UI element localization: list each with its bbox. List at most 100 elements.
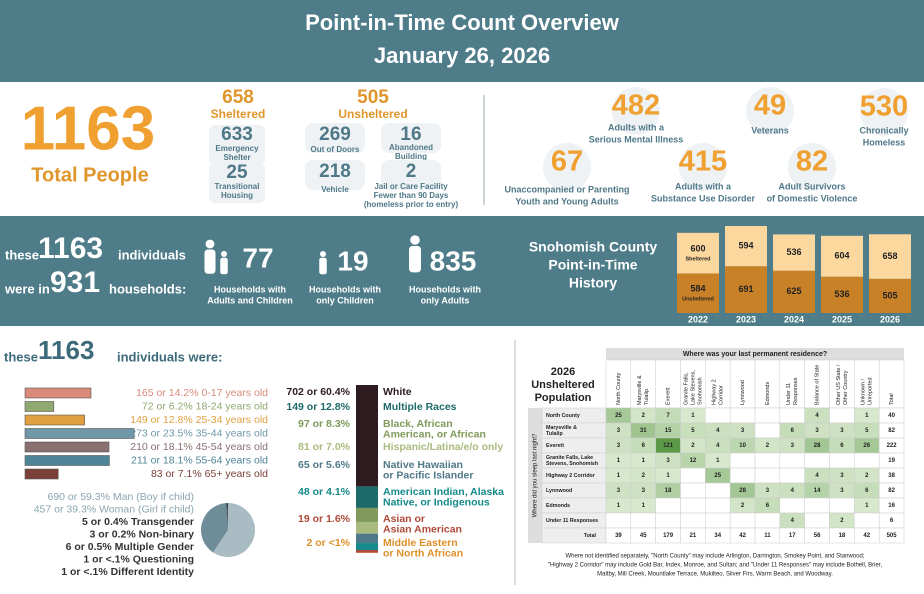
row-header: Where did you sleep last night? bbox=[533, 433, 539, 517]
caption: Vehicle bbox=[321, 185, 349, 194]
column-label: Responses bbox=[793, 377, 799, 405]
race-name: Asian American bbox=[383, 523, 462, 535]
cell-value: 1 bbox=[642, 458, 646, 464]
cell-value: 2 bbox=[741, 503, 745, 509]
cell-value: 4 bbox=[815, 473, 819, 479]
heat-cell bbox=[705, 482, 731, 499]
icon bbox=[320, 251, 326, 257]
cell-value: 5 bbox=[691, 428, 695, 434]
caption: Households with bbox=[409, 284, 481, 294]
number: 530 bbox=[860, 91, 908, 123]
number: 82 bbox=[796, 146, 828, 178]
bar bbox=[821, 235, 863, 277]
icon bbox=[305, 160, 365, 190]
caption: Unaccompanied or Parenting bbox=[504, 184, 629, 194]
race-name: Native, or Indigenous bbox=[383, 496, 490, 508]
cell-value: 1 bbox=[865, 413, 869, 419]
header-cell bbox=[754, 359, 781, 409]
number: 77 bbox=[242, 242, 273, 273]
cell-value: 1 bbox=[617, 503, 621, 509]
cell-value: 4 bbox=[791, 518, 795, 524]
heat-cell bbox=[829, 407, 855, 424]
table-title: Population bbox=[535, 392, 592, 404]
cell-value: 40 bbox=[888, 413, 895, 419]
gender-label: 690 or 59.3% Man (Boy if child) bbox=[48, 491, 195, 503]
cell-value: 4 bbox=[791, 488, 795, 494]
cell-value: 222 bbox=[887, 443, 898, 449]
gender-label: 5 or 0.4% Transgender bbox=[82, 516, 194, 528]
heat-cell bbox=[804, 497, 830, 514]
gender-label: 457 or 39.3% Woman (Girl if child) bbox=[34, 503, 194, 515]
value-label: 658 bbox=[882, 251, 897, 261]
value-label: 505 bbox=[882, 290, 897, 300]
bar bbox=[773, 234, 815, 271]
cell-value: 15 bbox=[665, 428, 672, 434]
row-label: Lynnwood bbox=[546, 488, 572, 494]
cell-value: 1 bbox=[666, 473, 670, 479]
caption: Shelter bbox=[223, 153, 250, 162]
cell-value: 1 bbox=[617, 473, 621, 479]
column-label: Unknown / bbox=[861, 379, 867, 405]
cell-value: 56 bbox=[814, 533, 821, 539]
number: 19 bbox=[337, 245, 368, 276]
number: 633 bbox=[221, 124, 253, 145]
number: 482 bbox=[612, 90, 660, 122]
column-label: Total bbox=[889, 393, 895, 405]
heat-cell bbox=[754, 512, 781, 529]
value-label: 691 bbox=[738, 284, 753, 294]
label: these bbox=[5, 247, 39, 262]
number: 505 bbox=[357, 87, 389, 108]
chart-title: Point-in-Time bbox=[548, 257, 637, 273]
bar bbox=[356, 549, 378, 553]
caption: Transitional bbox=[215, 182, 260, 191]
icon bbox=[788, 143, 836, 191]
bar bbox=[24, 455, 110, 466]
caption: Housing bbox=[221, 191, 253, 200]
bar bbox=[24, 468, 59, 480]
footnote: Maltby, Mill Creek, Mountlake Terrace, M… bbox=[597, 572, 833, 578]
cell-value: 34 bbox=[714, 533, 721, 539]
caption: (homeless prior to entry) bbox=[364, 200, 459, 209]
bar bbox=[356, 533, 378, 544]
cell-value: 1 bbox=[617, 458, 621, 464]
cell-value: 3 bbox=[766, 488, 770, 494]
icon bbox=[409, 246, 421, 273]
heat-cell bbox=[829, 497, 855, 514]
bar bbox=[725, 266, 767, 313]
header-cell bbox=[729, 359, 756, 409]
cell-value: 1 bbox=[642, 503, 646, 509]
bar bbox=[725, 226, 767, 267]
gender-label: 3 or 0.2% Non-binary bbox=[90, 528, 195, 540]
label: were in bbox=[4, 281, 50, 296]
row-label: Marysville & bbox=[546, 425, 577, 431]
value-label: 600 bbox=[690, 244, 705, 254]
number: 1163 bbox=[38, 232, 103, 265]
cell-value: 6 bbox=[840, 443, 844, 449]
caption: Building bbox=[395, 152, 427, 161]
icon bbox=[221, 251, 227, 257]
cell-value: 6 bbox=[865, 488, 869, 494]
number: 25 bbox=[226, 162, 248, 183]
heat-cell bbox=[605, 512, 632, 529]
heat-cell bbox=[754, 422, 781, 439]
row-cell bbox=[541, 527, 607, 544]
row-label: Total bbox=[584, 533, 597, 539]
race-name: or Pacific Islander bbox=[383, 469, 473, 481]
bar bbox=[24, 428, 135, 439]
value-label: 536 bbox=[786, 247, 801, 257]
heat-cell bbox=[754, 407, 781, 424]
race-name: Black, African bbox=[383, 418, 453, 430]
race-count: 81 or 7.0% bbox=[298, 441, 351, 453]
age-label: 149 or 12.8% 25-34 years old bbox=[130, 414, 268, 426]
x-tick-label: 2023 bbox=[736, 314, 756, 324]
cell-value: 3 bbox=[840, 473, 844, 479]
cell-value: 3 bbox=[791, 443, 795, 449]
column-label: Other US State / bbox=[836, 364, 842, 405]
icon bbox=[381, 160, 441, 190]
cell-value: 4 bbox=[716, 443, 720, 449]
number: 269 bbox=[319, 124, 351, 145]
cell-value: 28 bbox=[739, 488, 746, 494]
heat-cell bbox=[655, 512, 681, 529]
caption: Total People bbox=[31, 164, 148, 186]
